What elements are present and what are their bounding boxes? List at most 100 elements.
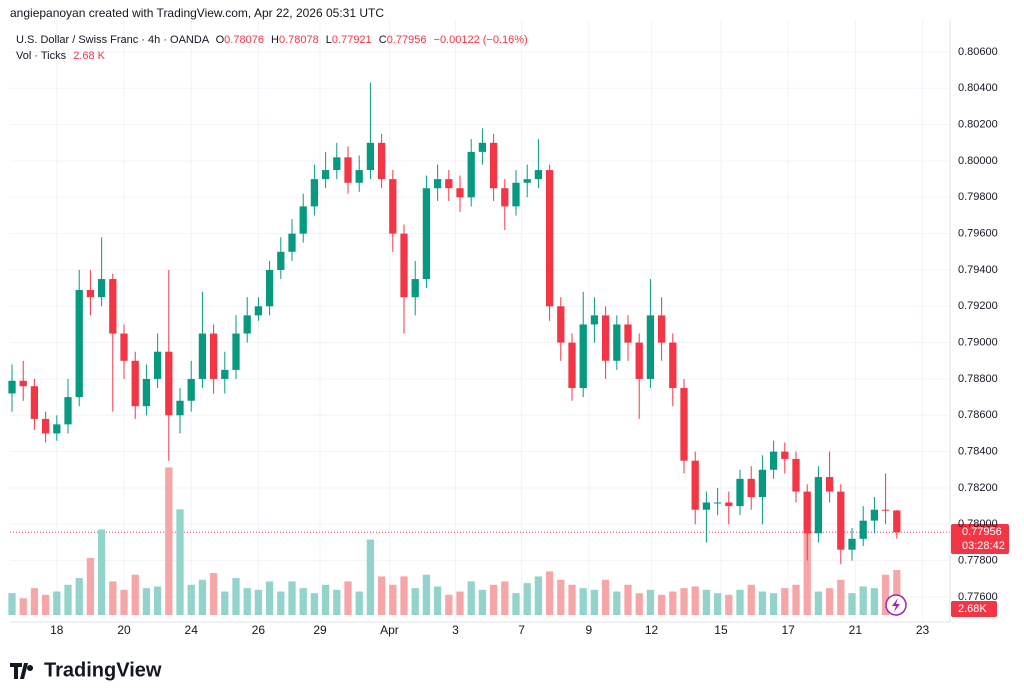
y-tick-label: 0.78200: [958, 482, 998, 494]
volume-bar: [725, 594, 733, 615]
candle-body: [825, 477, 834, 492]
candle-body: [590, 315, 599, 325]
y-tick-label: 0.80400: [958, 82, 998, 94]
volume-bar: [41, 594, 50, 615]
low-label: L: [326, 34, 332, 46]
volume-bar: [64, 584, 72, 615]
candle-body: [691, 460, 699, 510]
candle-body: [881, 509, 890, 511]
volume-bar: [142, 588, 151, 615]
open-label: O: [216, 34, 225, 46]
volume-bar: [669, 591, 677, 615]
volume-bar: [870, 588, 879, 615]
volume-bar: [97, 529, 106, 615]
volume-bar: [657, 594, 666, 615]
volume-bar: [30, 588, 39, 615]
x-tick-label: 23: [916, 623, 930, 637]
candle-body: [445, 179, 453, 189]
volume-bar: [702, 589, 711, 615]
volume-bar: [680, 588, 688, 615]
candle-body: [366, 142, 375, 171]
candle-body: [120, 333, 128, 361]
volume-bar: [691, 586, 699, 615]
volume-bar: [53, 591, 61, 615]
alert-bolt: [892, 598, 900, 612]
candle-body: [523, 179, 531, 183]
candle-body: [243, 315, 251, 334]
volume-bar: [86, 557, 95, 615]
volume-bar: [120, 589, 128, 615]
y-tick-label: 0.78000: [958, 518, 998, 530]
volume-bar: [635, 593, 643, 615]
volume-bar: [153, 586, 162, 615]
x-tick-label: 21: [849, 623, 863, 637]
y-tick-label: 0.78800: [958, 373, 998, 385]
candle-body: [837, 491, 845, 550]
y-tick-label: 0.79000: [958, 337, 998, 349]
y-tick-label: 0.79400: [958, 264, 998, 276]
volume-bar: [825, 588, 834, 615]
logo-mark: [10, 663, 34, 679]
candle-body: [624, 324, 632, 343]
volume-bar: [176, 509, 184, 615]
candle-body: [389, 179, 397, 234]
volume-bar: [747, 584, 755, 615]
volume-bar: [19, 598, 27, 615]
candle-body: [859, 520, 867, 539]
volume-bar: [187, 584, 195, 615]
volume-bar: [333, 589, 341, 615]
y-tick-label: 0.78600: [958, 409, 998, 421]
volume-bar: [523, 583, 531, 615]
x-tick-label: 3: [452, 623, 459, 637]
open-value: 0.78076: [224, 34, 264, 46]
volume-bar: [713, 593, 722, 615]
candle-body: [501, 188, 509, 207]
volume-bar: [803, 532, 811, 615]
volume-bar: [389, 584, 397, 615]
low-value: 0.77921: [332, 34, 372, 46]
high-value: 0.78078: [279, 34, 319, 46]
volume-bar: [254, 589, 263, 615]
candle-body: [299, 206, 307, 234]
candle-body: [814, 477, 823, 534]
volume-bar: [893, 570, 901, 615]
candle-body: [601, 315, 610, 361]
volume-bar: [478, 589, 487, 615]
volume-bar: [467, 581, 475, 615]
volume-bar: [109, 581, 117, 615]
volume-bar: [131, 574, 139, 615]
volume-bar: [769, 593, 778, 615]
y-tick-label: 0.80200: [958, 119, 998, 131]
symbol-title: U.S. Dollar / Swiss Franc · 4h · OANDA: [16, 34, 210, 46]
volume-bar: [624, 584, 632, 615]
candle-body: [153, 351, 162, 379]
volume-bar: [321, 584, 330, 615]
candle-body: [635, 342, 643, 379]
logo: TradingView: [10, 659, 162, 681]
candle-body: [176, 400, 184, 416]
candle-body: [557, 306, 565, 343]
volume-bar: [198, 579, 207, 615]
volume-bar: [646, 589, 655, 615]
volume-bar: [344, 581, 352, 615]
candle-body: [702, 502, 711, 510]
candle-body: [142, 378, 151, 407]
candle-body: [848, 538, 856, 550]
y-tick-label: 0.77600: [958, 591, 998, 603]
volume-value: 2.68 K: [73, 50, 105, 62]
candle-body: [131, 360, 139, 407]
volume-bar: [792, 584, 800, 615]
volume-bar: [445, 594, 453, 615]
candle-body: [792, 458, 800, 492]
candle-body: [613, 324, 621, 361]
candle-body: [209, 333, 218, 379]
volume-bar: [501, 581, 509, 615]
volume-layer: [8, 467, 901, 615]
volume-bar: [355, 591, 363, 615]
volume-bar: [613, 591, 621, 615]
volume-bar: [299, 588, 307, 615]
candle-body: [8, 380, 16, 394]
volume-bar: [489, 584, 498, 615]
candle-body: [97, 279, 106, 298]
